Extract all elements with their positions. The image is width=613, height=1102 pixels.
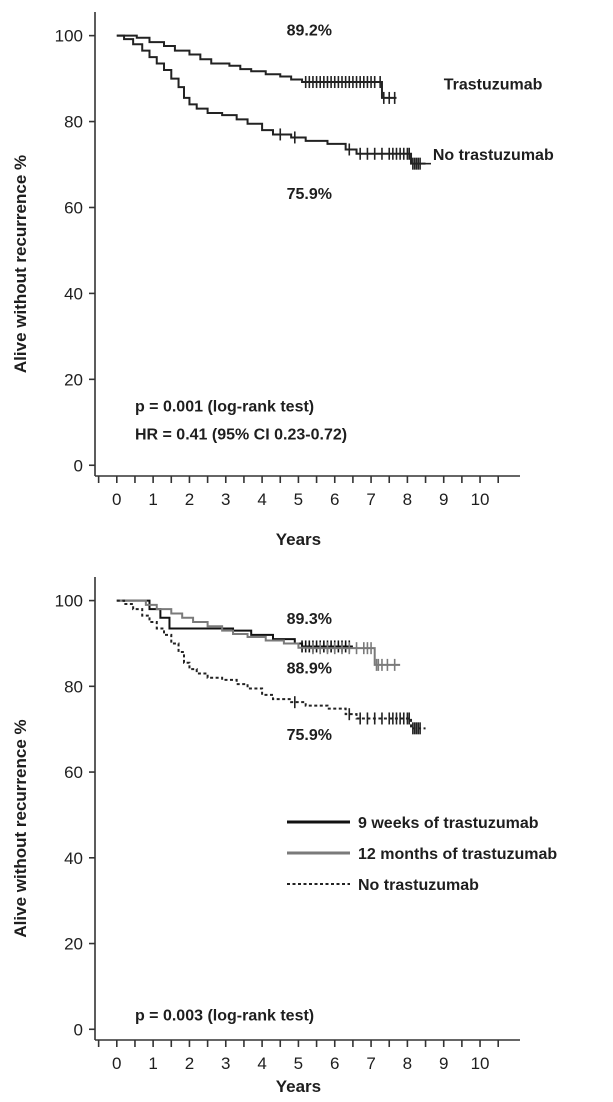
series-line-12-months-of-trastuzumab — [116, 599, 401, 666]
chart-bottom: 0 20 40 60 80 100 0 1 2 3 4 5 6 7 8 9 10 Years Alive witho… — [11, 577, 557, 1096]
chart-top: 0 20 40 60 80 100 0 1 2 3 4 5 6 7 8 9 10 Years Alive witho… — [11, 12, 554, 549]
y-tick-label: 80 — [64, 113, 83, 132]
annotation-label: HR = 0.41 (95% CI 0.23-0.72) — [135, 426, 347, 443]
x-tick-label: 4 — [257, 1054, 266, 1073]
y-tick-label: 100 — [55, 27, 83, 46]
x-tick-label: 0 — [112, 490, 121, 509]
legend-label: 12 months of trastuzumab — [358, 846, 557, 863]
annotation-label: Trastuzumab — [444, 76, 543, 93]
y-axis-label: Alive without recurrence % — [11, 719, 30, 937]
x-tick-label: 5 — [294, 490, 303, 509]
y-tick-label: 20 — [64, 935, 83, 954]
legend-label: No trastuzumab — [358, 877, 479, 894]
annotation-label: 88.9% — [287, 660, 332, 677]
x-tick-label: 8 — [403, 490, 412, 509]
x-tick-label: 2 — [185, 490, 194, 509]
x-axis-label: Years — [276, 1077, 321, 1096]
annotation-label: 75.9% — [287, 186, 332, 203]
y-tick-label: 40 — [64, 849, 83, 868]
y-tick-label: 40 — [64, 284, 83, 303]
x-tick-label: 5 — [294, 1054, 303, 1073]
x-tick-label: 6 — [330, 490, 339, 509]
x-tick-label: 0 — [112, 1054, 121, 1073]
y-axis-label: Alive without recurrence % — [11, 155, 30, 373]
y-tick-label: 60 — [64, 198, 83, 217]
y-tick-label: 0 — [74, 456, 83, 475]
x-tick-label: 3 — [221, 1054, 230, 1073]
annotation-label: 75.9% — [287, 727, 332, 744]
x-tick-label: 3 — [221, 490, 230, 509]
y-tick-label: 20 — [64, 370, 83, 389]
x-tick-label: 10 — [471, 1054, 490, 1073]
y-tick-label: 60 — [64, 763, 83, 782]
y-tick-label: 80 — [64, 677, 83, 696]
y-tick-label: 0 — [74, 1020, 83, 1039]
annotation-label: 89.2% — [287, 23, 332, 40]
annotation-label: 89.3% — [287, 611, 332, 628]
x-tick-label: 8 — [403, 1054, 412, 1073]
x-axis-label: Years — [276, 530, 321, 549]
x-tick-label: 7 — [366, 1054, 375, 1073]
x-tick-label: 7 — [366, 490, 375, 509]
annotation-label: p = 0.001 (log-rank test) — [135, 399, 314, 416]
x-tick-label: 1 — [148, 490, 157, 509]
annotation-label: p = 0.003 (log-rank test) — [135, 1008, 314, 1025]
x-tick-label: 6 — [330, 1054, 339, 1073]
x-tick-label: 1 — [148, 1054, 157, 1073]
x-tick-label: 9 — [439, 1054, 448, 1073]
series-line-trastuzumab — [116, 34, 397, 99]
x-tick-label: 2 — [185, 1054, 194, 1073]
series-line-no-trastuzumab — [116, 599, 426, 730]
annotation-label: No trastuzumab — [433, 147, 554, 164]
x-tick-label: 4 — [257, 490, 266, 509]
legend-label: 9 weeks of trastuzumab — [358, 815, 539, 832]
series-line-no-trastuzumab — [116, 34, 426, 165]
x-tick-label: 10 — [471, 490, 490, 509]
x-tick-label: 9 — [439, 490, 448, 509]
y-tick-label: 100 — [55, 592, 83, 611]
